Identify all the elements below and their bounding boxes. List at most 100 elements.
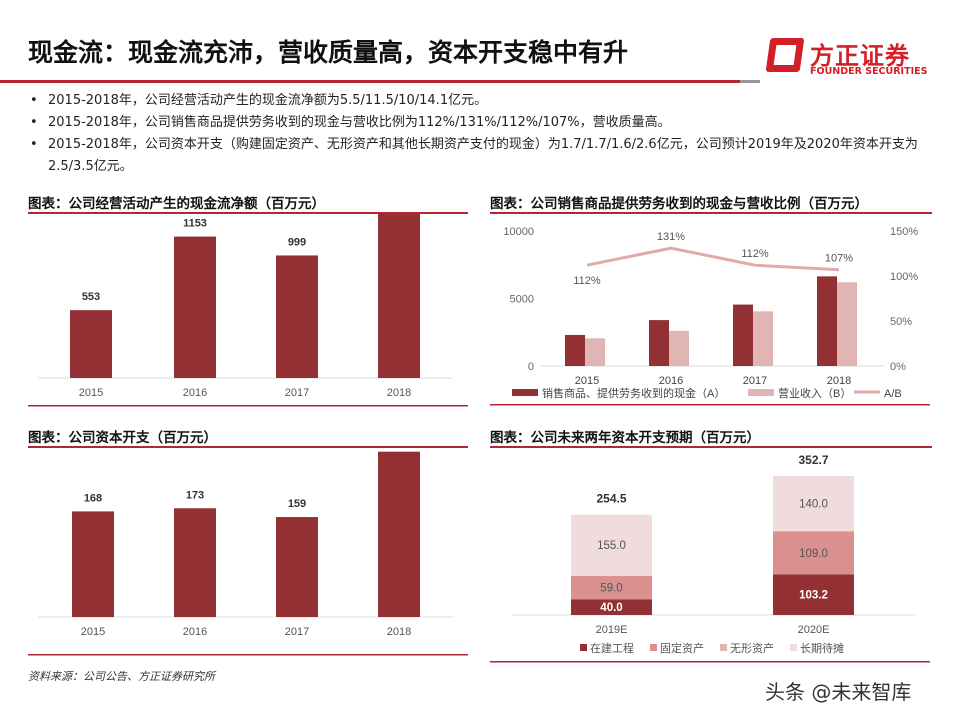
bar: [174, 508, 216, 617]
logo-cn: 方正证券: [810, 42, 910, 70]
bar-revenue: [837, 282, 857, 366]
x-tick-label: 2015: [79, 387, 103, 399]
y-tick-right: 0%: [890, 361, 906, 373]
bar: [174, 236, 216, 378]
bar: [276, 517, 318, 617]
bar: [276, 255, 318, 378]
stack-segment: [571, 514, 652, 576]
x-tick-label: 2017: [743, 375, 767, 387]
legend-label: 营业收入（B）: [778, 386, 851, 400]
data-label: 1153: [183, 218, 207, 230]
divider: [490, 446, 932, 448]
total-label: 352.7: [798, 453, 828, 467]
divider: [28, 212, 468, 214]
chart3-title: 图表：公司资本开支（百万元）: [28, 430, 217, 446]
bar-cash: [565, 334, 585, 366]
x-tick-label: 2018: [387, 387, 411, 399]
y-tick-left: 5000: [510, 294, 534, 306]
stack-segment: [571, 599, 652, 615]
ratio-label: 107%: [825, 253, 853, 265]
x-tick-label: 2017: [285, 626, 309, 638]
divider: [28, 654, 468, 656]
chart2-title: 图表：公司销售商品提供劳务收到的现金与营收比例（百万元）: [490, 196, 868, 212]
x-tick-label: 2015: [575, 375, 599, 387]
header-divider-gray: [740, 80, 760, 83]
ratio-label: 112%: [573, 275, 601, 287]
divider: [28, 446, 468, 448]
legend-swatch-revenue: [748, 389, 774, 396]
header-divider: [0, 80, 740, 83]
legend-swatch: [580, 644, 587, 651]
stack-segment: [773, 476, 854, 532]
legend-swatch: [650, 644, 657, 651]
y-tick-left: 10000: [503, 226, 534, 238]
ratio-label: 112%: [741, 248, 769, 260]
segment-label: 59.0: [600, 583, 622, 595]
legend-label: 在建工程: [590, 641, 634, 655]
y-tick-right: 100%: [890, 271, 918, 283]
legend-label: A/B: [884, 388, 902, 400]
legend-swatch: [790, 644, 797, 651]
logo-en: FOUNDER SECURITIES: [810, 66, 928, 77]
segment-label: 40.0: [600, 602, 622, 614]
bar-cash: [649, 320, 669, 366]
x-tick-label: 2016: [183, 387, 207, 399]
data-label: 173: [186, 489, 204, 501]
bar-cash: [817, 276, 837, 366]
segment-label: 140.0: [799, 499, 828, 511]
bullet-item: 2015-2018年，公司资本开支（购建固定资产、无形资产和其他长期资产支付的现…: [28, 134, 948, 178]
data-label: 168: [84, 492, 102, 504]
stack-segment: [773, 574, 854, 615]
x-tick-label: 2020E: [798, 624, 830, 636]
segment-label: 155.0: [597, 540, 626, 552]
page-title: 现金流：现金流充沛，营收质量高，资本开支稳中有升: [28, 38, 629, 67]
chart-cash-revenue-ratio: 0 5000 10000 0% 50% 100% 150% 2015 112% 2016 131% 2…: [490, 226, 930, 406]
divider: [490, 404, 930, 406]
x-tick-label: 2016: [659, 375, 683, 387]
bar: [72, 511, 114, 617]
y-tick-left: 0: [528, 361, 534, 373]
bar-revenue: [753, 311, 773, 366]
x-tick-label: 2019E: [596, 624, 628, 636]
segment-label: 109.0: [799, 548, 828, 560]
chart-capex-forecast: 40.0 59.0 155.0 254.5 2019E 103.2 109.0 140.0 35…: [490, 453, 930, 663]
data-label: 159: [288, 498, 306, 510]
legend-swatch-cash: [512, 389, 538, 396]
founder-securities-logo: 方正证券 FOUNDER SECURITIES: [765, 36, 958, 82]
ratio-line: [586, 246, 840, 272]
chart-capex: 1682015173201615920172632018: [28, 451, 468, 656]
divider: [490, 212, 932, 214]
x-tick-label: 2018: [827, 375, 851, 387]
logo-mark-icon: [765, 38, 805, 72]
chart4-title: 图表：公司未来两年资本开支预期（百万元）: [490, 430, 760, 446]
chart-operating-cashflow: 553201511532016999201714082018: [28, 214, 468, 407]
y-tick-right: 50%: [890, 316, 912, 328]
legend-label: 无形资产: [730, 641, 774, 655]
bar-cash: [733, 304, 753, 366]
y-tick-right: 150%: [890, 226, 918, 238]
divider: [28, 405, 468, 407]
bar: [378, 451, 420, 617]
data-label: 553: [82, 291, 100, 303]
source-note: 资料来源：公司公告、方正证券研究所: [28, 670, 215, 683]
legend-label: 固定资产: [660, 641, 704, 655]
x-tick-label: 2017: [285, 387, 309, 399]
bar: [70, 310, 112, 378]
bar-revenue: [585, 338, 605, 366]
x-tick-label: 2016: [183, 626, 207, 638]
x-tick-label: 2018: [387, 626, 411, 638]
stack-segment: [773, 531, 854, 575]
bar: [378, 214, 420, 378]
total-label: 254.5: [596, 492, 626, 506]
legend-label: 长期待摊: [800, 641, 844, 655]
bullet-item: 2015-2018年，公司经营活动产生的现金流净额为5.5/11.5/10/14…: [28, 90, 948, 112]
chart1-title: 图表：公司经营活动产生的现金流净额（百万元）: [28, 196, 325, 212]
bar-revenue: [669, 330, 689, 366]
legend-label: 销售商品、提供劳务收到的现金（A）: [542, 386, 725, 400]
stack-segment: [571, 575, 652, 600]
data-label: 999: [288, 236, 306, 248]
segment-label: 103.2: [799, 590, 828, 602]
bullet-item: 2015-2018年，公司销售商品提供劳务收到的现金与营收比例为112%/131…: [28, 112, 948, 134]
watermark: 头条 @未来智库: [765, 680, 912, 704]
ratio-label: 131%: [657, 231, 685, 243]
